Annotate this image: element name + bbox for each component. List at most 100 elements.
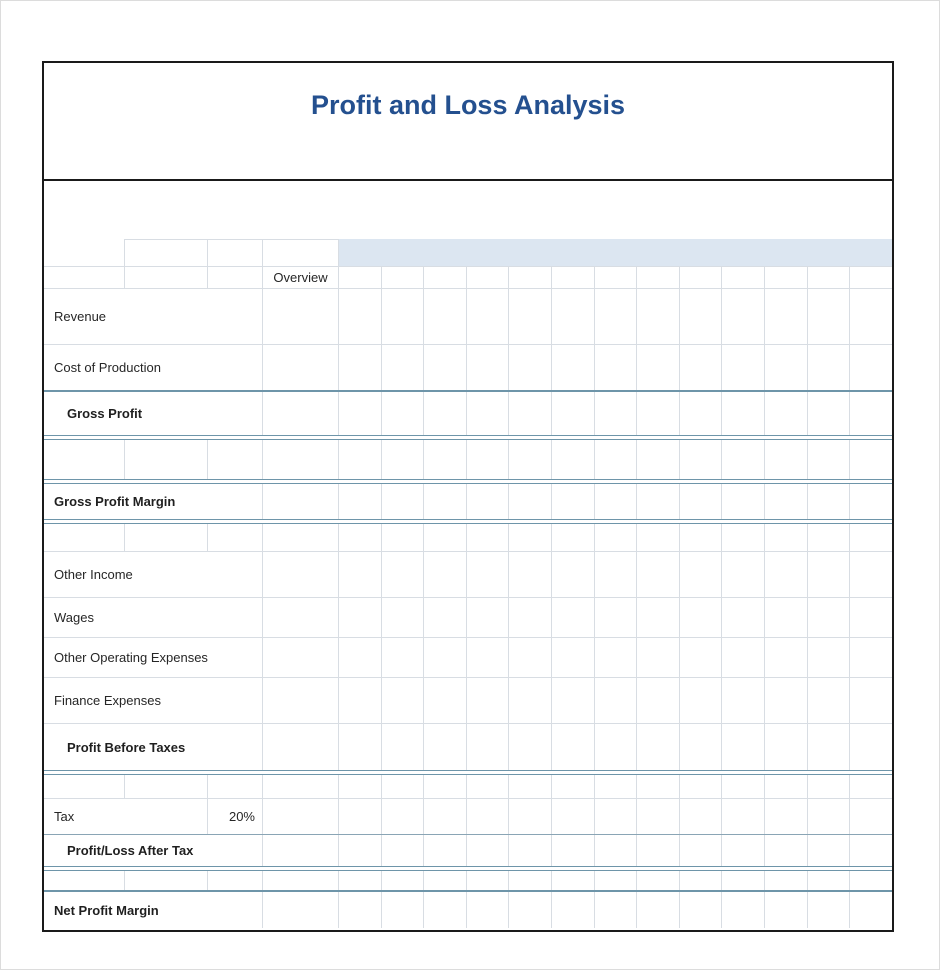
grid-cell	[552, 835, 595, 866]
cell-other-operating-expenses-label: Other Operating Expenses	[44, 638, 263, 677]
grid-cell	[680, 392, 723, 435]
grid-cell	[382, 267, 425, 288]
grid-cell	[509, 799, 553, 834]
grid-cell	[595, 289, 638, 344]
section-divider	[44, 479, 892, 484]
grid-cell	[722, 552, 766, 597]
grid-cell	[339, 524, 382, 551]
grid-cell	[850, 775, 892, 798]
grid-cell	[208, 871, 263, 890]
grid-cell	[467, 289, 510, 344]
grid-cell	[125, 524, 208, 551]
grid-cell	[382, 799, 425, 834]
grid-cell	[680, 345, 723, 390]
grid-cell	[339, 440, 382, 479]
cell-gross-profit-label: Gross Profit	[44, 392, 263, 435]
grid-cell	[680, 267, 723, 288]
grid-cell	[44, 440, 125, 479]
grid-cell	[509, 345, 553, 390]
grid-cell	[595, 440, 638, 479]
grid-cell	[595, 638, 638, 677]
grid-cell	[208, 440, 263, 479]
row-overview-header: Overview	[44, 267, 892, 289]
grid-cell	[680, 440, 723, 479]
row-gross-profit: Gross Profit	[44, 392, 892, 435]
grid-cell	[680, 724, 723, 770]
grid-cell	[263, 638, 339, 677]
grid-cell	[467, 598, 510, 637]
grid-cell	[765, 524, 808, 551]
grid-cell	[722, 289, 766, 344]
grid-cell	[722, 892, 766, 928]
grid-cell	[680, 775, 723, 798]
grid-cell	[208, 524, 263, 551]
grid-cell	[765, 892, 808, 928]
grid-cell	[382, 484, 425, 519]
grid-cell	[765, 289, 808, 344]
grid-cell	[552, 598, 595, 637]
grid-cell	[808, 871, 851, 890]
grid-cell	[339, 799, 382, 834]
finance-expenses-label: Finance Expenses	[54, 693, 161, 708]
grid-cell	[509, 392, 553, 435]
grid-cell	[509, 267, 553, 288]
cell-gross-profit-margin-label: Gross Profit Margin	[44, 484, 263, 519]
cell-net-profit-margin-label: Net Profit Margin	[44, 892, 263, 928]
grid-cell	[467, 392, 510, 435]
grid-cell	[850, 267, 892, 288]
grid-cell	[263, 799, 339, 834]
sheet-title: Profit and Loss Analysis	[310, 90, 626, 120]
grid-cell	[595, 892, 638, 928]
grid-cell	[424, 799, 467, 834]
grid-cell	[424, 775, 467, 798]
grid-cell	[424, 440, 467, 479]
grid-cell	[44, 775, 125, 798]
grid-cell	[808, 638, 851, 677]
grid-cell	[509, 892, 553, 928]
row-highlight-band	[44, 239, 892, 267]
grid-cell	[382, 345, 425, 390]
grid-cell	[637, 289, 680, 344]
grid-cell	[552, 289, 595, 344]
grid-cell	[382, 835, 425, 866]
grid-cell	[637, 524, 680, 551]
grid-cell	[44, 239, 125, 266]
grid-cell	[722, 835, 766, 866]
grid-cell	[467, 678, 510, 723]
grid-cell	[509, 598, 553, 637]
grid-cell	[637, 775, 680, 798]
grid-cell	[680, 524, 723, 551]
grid-cell	[765, 638, 808, 677]
grid-cell	[509, 484, 553, 519]
grid-cell	[552, 871, 595, 890]
tax-label: Tax	[54, 809, 75, 824]
cost-of-production-label: Cost of Production	[54, 360, 161, 375]
grid-cell	[595, 552, 638, 597]
grid-cell	[263, 484, 339, 519]
grid-cell	[680, 678, 723, 723]
grid-cell	[850, 392, 892, 435]
gross-profit-label: Gross Profit	[67, 406, 143, 421]
grid-cell	[382, 775, 425, 798]
cell-finance-expenses-label: Finance Expenses	[44, 678, 263, 723]
grid-cell	[637, 267, 680, 288]
grid-cell	[125, 267, 208, 288]
grid-cell	[765, 871, 808, 890]
grid-cell	[722, 440, 766, 479]
grid-cell	[509, 871, 553, 890]
grid-cell	[808, 484, 851, 519]
grid-cell	[263, 239, 339, 266]
grid-cell	[637, 638, 680, 677]
grid-cell	[125, 871, 208, 890]
grid-cell	[722, 678, 766, 723]
grid-cell	[44, 524, 125, 551]
cell-cost-of-production-label: Cost of Production	[44, 345, 263, 390]
grid-cell	[850, 484, 892, 519]
sheet-grid: Overview Revenue Cost of Production Gros…	[44, 181, 892, 928]
grid-cell	[424, 345, 467, 390]
grid-cell	[637, 678, 680, 723]
grid-cell	[595, 835, 638, 866]
overview-header-label: Overview	[273, 270, 328, 285]
cell-profit-before-taxes-label: Profit Before Taxes	[44, 724, 263, 770]
grid-cell	[467, 267, 510, 288]
